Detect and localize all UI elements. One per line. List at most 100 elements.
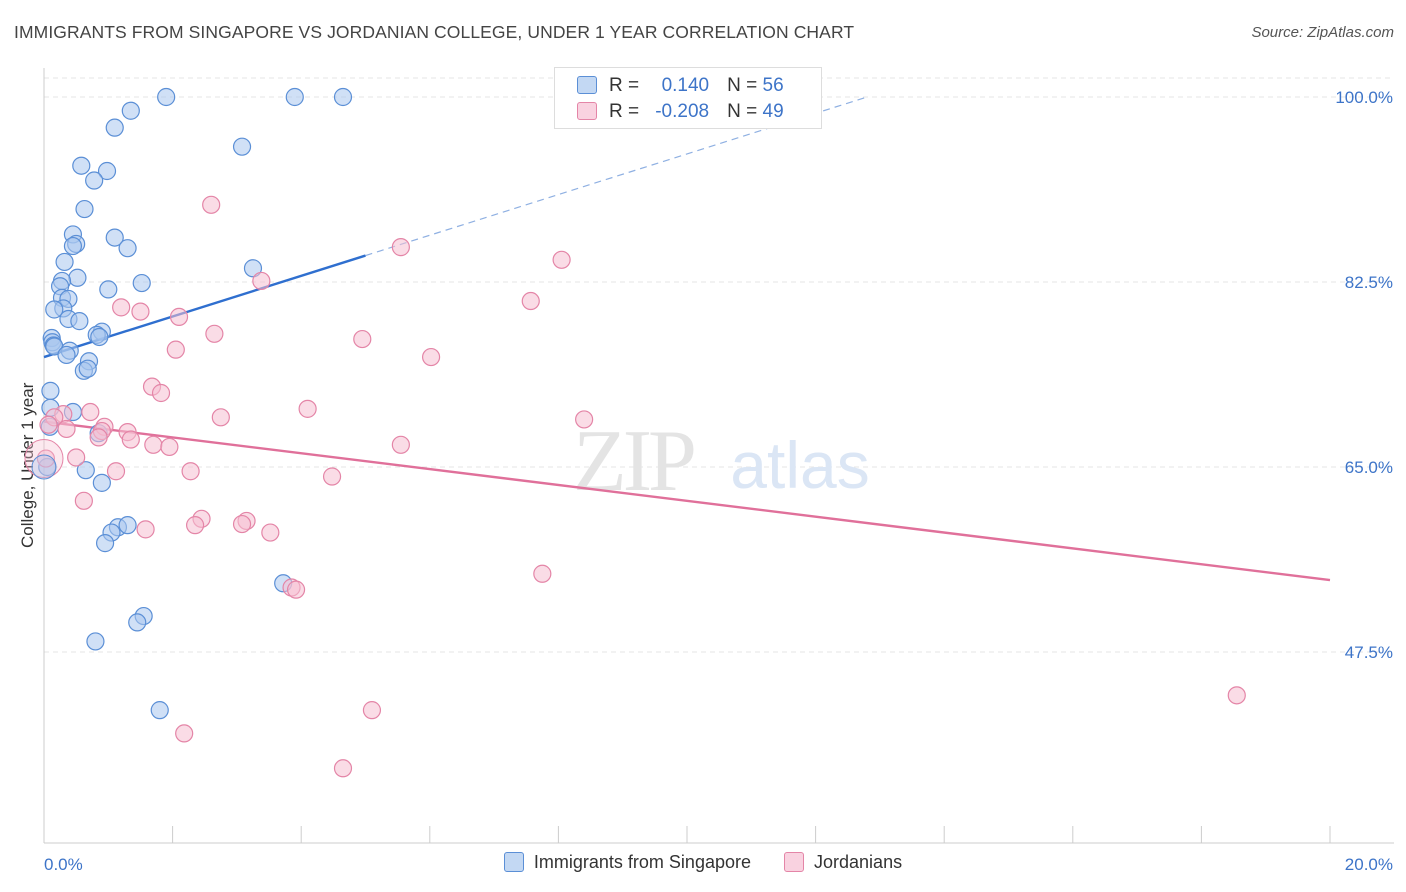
singapore-point — [78, 359, 97, 378]
jordanian-point — [521, 291, 540, 311]
singapore-point — [41, 381, 60, 400]
jordanian-point — [106, 462, 126, 481]
jordanian-point — [131, 302, 150, 321]
singapore-point — [63, 236, 83, 256]
jordanian-point — [74, 491, 93, 510]
jordanian-point — [533, 564, 552, 583]
legend-swatch-singapore — [577, 76, 597, 94]
jordanian-point — [211, 408, 230, 427]
jordanian-point — [67, 448, 86, 467]
jordanian-point — [112, 298, 131, 317]
singapore-point — [333, 87, 353, 107]
singapore-points — [38, 87, 353, 720]
y-tick-label: 100.0% — [1335, 88, 1393, 107]
jordanian-point — [362, 701, 382, 720]
singapore-point — [55, 252, 74, 272]
x-tick-label: 0.0% — [44, 855, 83, 874]
tick-labels: 47.5% 65.0% 82.5% 100.0% 0.0% 20.0% — [44, 88, 1393, 874]
legend-r-singapore: 0.140 — [661, 75, 710, 96]
jordanian-point — [57, 419, 76, 439]
jordanian-point — [232, 514, 252, 534]
jordanian-point — [175, 724, 194, 743]
legend-n-label: N = — [727, 101, 758, 122]
jordanian-point — [121, 430, 140, 449]
singapore-point — [70, 312, 89, 331]
y-tick-label: 65.0% — [1345, 458, 1393, 477]
singapore-point — [121, 101, 140, 120]
singapore-point — [97, 161, 117, 181]
legend-label-jordanians: Jordanians — [814, 852, 903, 872]
singapore-point — [128, 613, 147, 632]
chart-title: IMMIGRANTS FROM SINGAPORE VS JORDANIAN C… — [14, 22, 855, 42]
singapore-point — [31, 454, 57, 480]
jordanian-point — [144, 435, 163, 454]
legend-row-jordanians: R = -0.208 N = 49 — [577, 101, 784, 127]
legend-n-jordanians: 49 — [762, 101, 784, 122]
jordanian-point — [261, 523, 280, 542]
legend-swatch-jordanians — [577, 102, 597, 120]
singapore-point — [105, 118, 124, 137]
jordanian-point — [136, 520, 155, 539]
singapore-point — [86, 632, 105, 651]
legend-item-jordanians[interactable]: Jordanians — [784, 852, 902, 873]
singapore-point — [90, 327, 109, 347]
stats-legend: R = 0.140 N = 56 R = -0.208 N = 49 — [554, 67, 822, 129]
y-tick-label: 47.5% — [1345, 643, 1393, 662]
jordanian-point — [421, 347, 441, 367]
singapore-point — [72, 156, 91, 175]
jordanian-point — [286, 580, 306, 599]
legend-label-singapore: Immigrants from Singapore — [533, 852, 751, 872]
singapore-point — [68, 268, 87, 287]
singapore-point — [92, 473, 111, 492]
jordanian-point — [205, 324, 224, 343]
legend-r-jordanians: -0.208 — [655, 101, 710, 122]
legend-swatch-singapore — [503, 852, 524, 872]
legend-r-label: R = — [609, 75, 640, 96]
jordanian-point — [322, 467, 342, 486]
jordanian-point — [186, 516, 205, 535]
data-points — [24, 87, 1246, 778]
singapore-point — [132, 273, 151, 293]
legend-r-label: R = — [609, 101, 640, 122]
jordanian-point — [391, 238, 410, 257]
watermark: ZIP atlas — [573, 413, 870, 510]
legend-item-singapore[interactable]: Immigrants from Singapore — [503, 852, 751, 873]
legend-n-singapore: 56 — [762, 75, 784, 96]
series-legend: Immigrants from Singapore Jordanians — [0, 852, 1406, 873]
jordanian-points — [36, 195, 1246, 778]
jordanian-point — [24, 439, 64, 479]
jordanian-point — [333, 759, 353, 778]
jordanian-point — [353, 329, 372, 349]
gridlines — [44, 77, 1394, 653]
singapore-point — [157, 87, 176, 107]
legend-swatch-jordanians — [784, 852, 805, 872]
singapore-point — [118, 516, 137, 535]
jordanian-point — [36, 449, 56, 468]
singapore-point — [75, 199, 94, 219]
jordanian-point — [1227, 686, 1246, 705]
jordanian-point — [81, 402, 100, 422]
singapore-point — [76, 461, 95, 480]
singapore-point — [243, 259, 263, 278]
jordanian-point — [252, 271, 271, 291]
legend-n-label: N = — [727, 75, 758, 96]
jordanian-point — [391, 435, 410, 454]
jordanian-point — [166, 340, 185, 359]
singapore-point — [45, 300, 64, 319]
jordanian-point — [160, 437, 179, 457]
jordanian-point — [202, 195, 221, 214]
jordanian-point — [169, 307, 189, 326]
singapore-point — [57, 345, 76, 365]
singapore-point — [85, 171, 104, 190]
singapore-point — [105, 228, 124, 247]
axes — [43, 68, 1394, 844]
watermark-zip: ZIP — [573, 413, 694, 510]
jordanian-point — [298, 399, 317, 418]
singapore-point — [99, 280, 118, 299]
legend-row-singapore: R = 0.140 N = 56 — [577, 75, 784, 101]
singapore-point — [150, 701, 169, 720]
y-tick-label: 82.5% — [1345, 273, 1393, 292]
jordanian-point — [39, 415, 58, 434]
x-tick-label: 20.0% — [1345, 855, 1393, 874]
